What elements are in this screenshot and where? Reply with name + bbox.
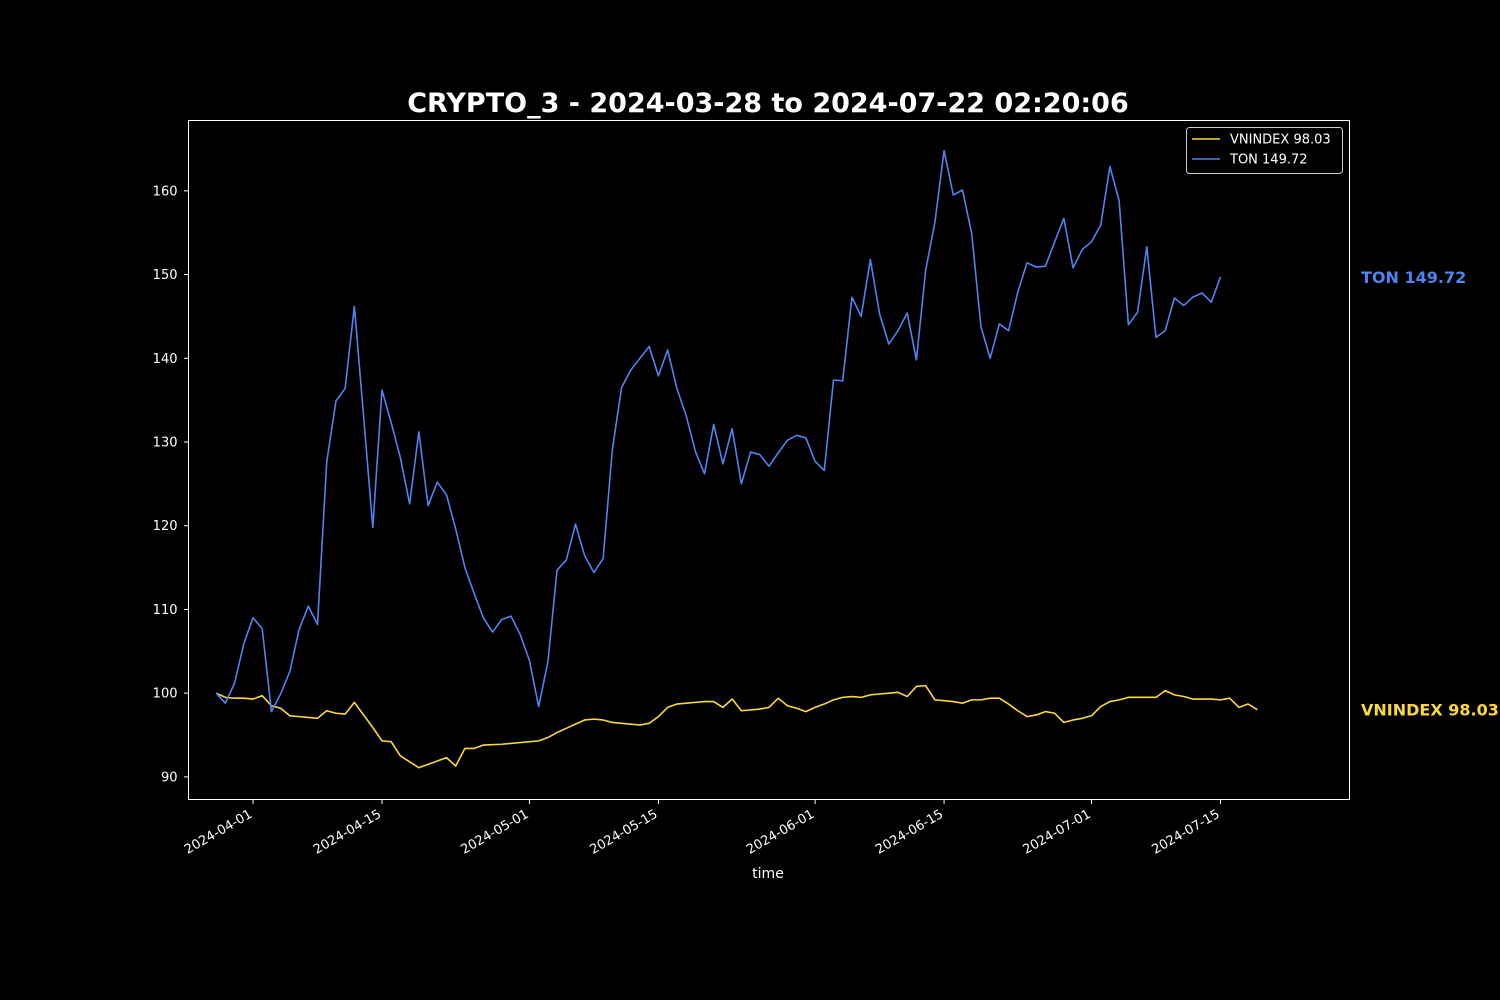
y-axis: 90 100 110 120 130 140 150 160 <box>153 184 189 785</box>
series-line-0 <box>215 684 1258 769</box>
legend-box <box>1186 127 1343 174</box>
legend-label-1: TON 149.72 <box>1229 153 1308 168</box>
y-tick-label: 120 <box>153 519 178 534</box>
legend-label-0: VNINDEX 98.03 <box>1230 133 1331 148</box>
y-tick-label: 150 <box>153 268 178 283</box>
series-line-1 <box>215 149 1222 713</box>
y-tick-label: 110 <box>153 603 178 618</box>
y-tick-label: 90 <box>161 770 178 785</box>
series-layer <box>215 149 1258 769</box>
chart-title: CRYPTO_3 - 2024-03-28 to 2024-07-22 02:2… <box>407 88 1129 119</box>
plot-frame <box>188 120 1350 800</box>
y-tick-label: 130 <box>153 435 178 450</box>
y-tick-label: 160 <box>153 184 178 199</box>
end-label-1: TON 149.72 <box>1361 268 1466 287</box>
end-labels: VNINDEX 98.03 TON 149.72 <box>1361 268 1499 720</box>
y-tick-label: 100 <box>153 687 178 702</box>
y-tick-label: 140 <box>153 352 178 367</box>
legend: VNINDEX 98.03 TON 149.72 <box>1186 127 1343 174</box>
legend-entries: VNINDEX 98.03 TON 149.72 <box>1192 133 1331 168</box>
end-label-0: VNINDEX 98.03 <box>1361 701 1499 720</box>
x-axis-label: time <box>752 866 784 882</box>
